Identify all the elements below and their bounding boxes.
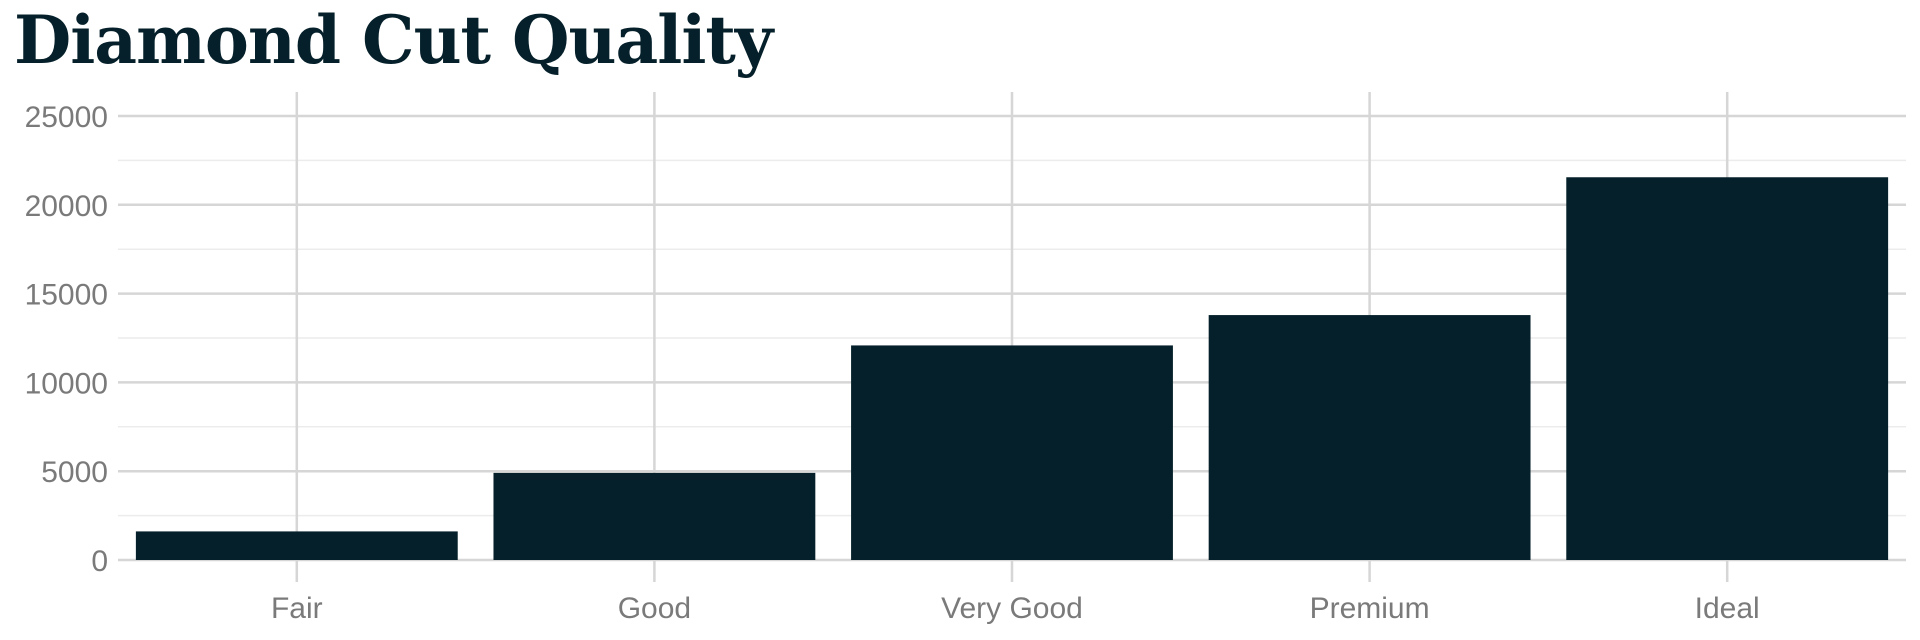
x-tick-label: Good bbox=[618, 592, 691, 625]
bar-ideal bbox=[1566, 177, 1889, 560]
y-tick-label: 10000 bbox=[25, 367, 108, 400]
y-tick-label: 0 bbox=[91, 545, 108, 578]
y-axis-ticks: 0 5000 10000 15000 20000 25000 bbox=[25, 101, 108, 578]
x-tick-label: Fair bbox=[271, 592, 323, 625]
x-tick-label: Premium bbox=[1310, 592, 1430, 625]
x-axis-ticks: Fair Good Very Good Premium Ideal bbox=[271, 592, 1760, 625]
y-tick-label: 20000 bbox=[25, 190, 108, 223]
y-tick-label: 15000 bbox=[25, 279, 108, 312]
x-tick-label: Very Good bbox=[941, 592, 1083, 625]
bar-fair bbox=[135, 531, 458, 560]
x-tick-label: Ideal bbox=[1695, 592, 1760, 625]
y-tick-label: 5000 bbox=[41, 456, 108, 489]
chart-title: Diamond Cut Quality bbox=[14, 1, 773, 79]
bar-good bbox=[493, 472, 816, 560]
bars bbox=[135, 177, 1889, 560]
bar-very-good bbox=[851, 345, 1173, 560]
y-tick-label: 25000 bbox=[25, 101, 108, 134]
bar-premium bbox=[1208, 315, 1531, 560]
